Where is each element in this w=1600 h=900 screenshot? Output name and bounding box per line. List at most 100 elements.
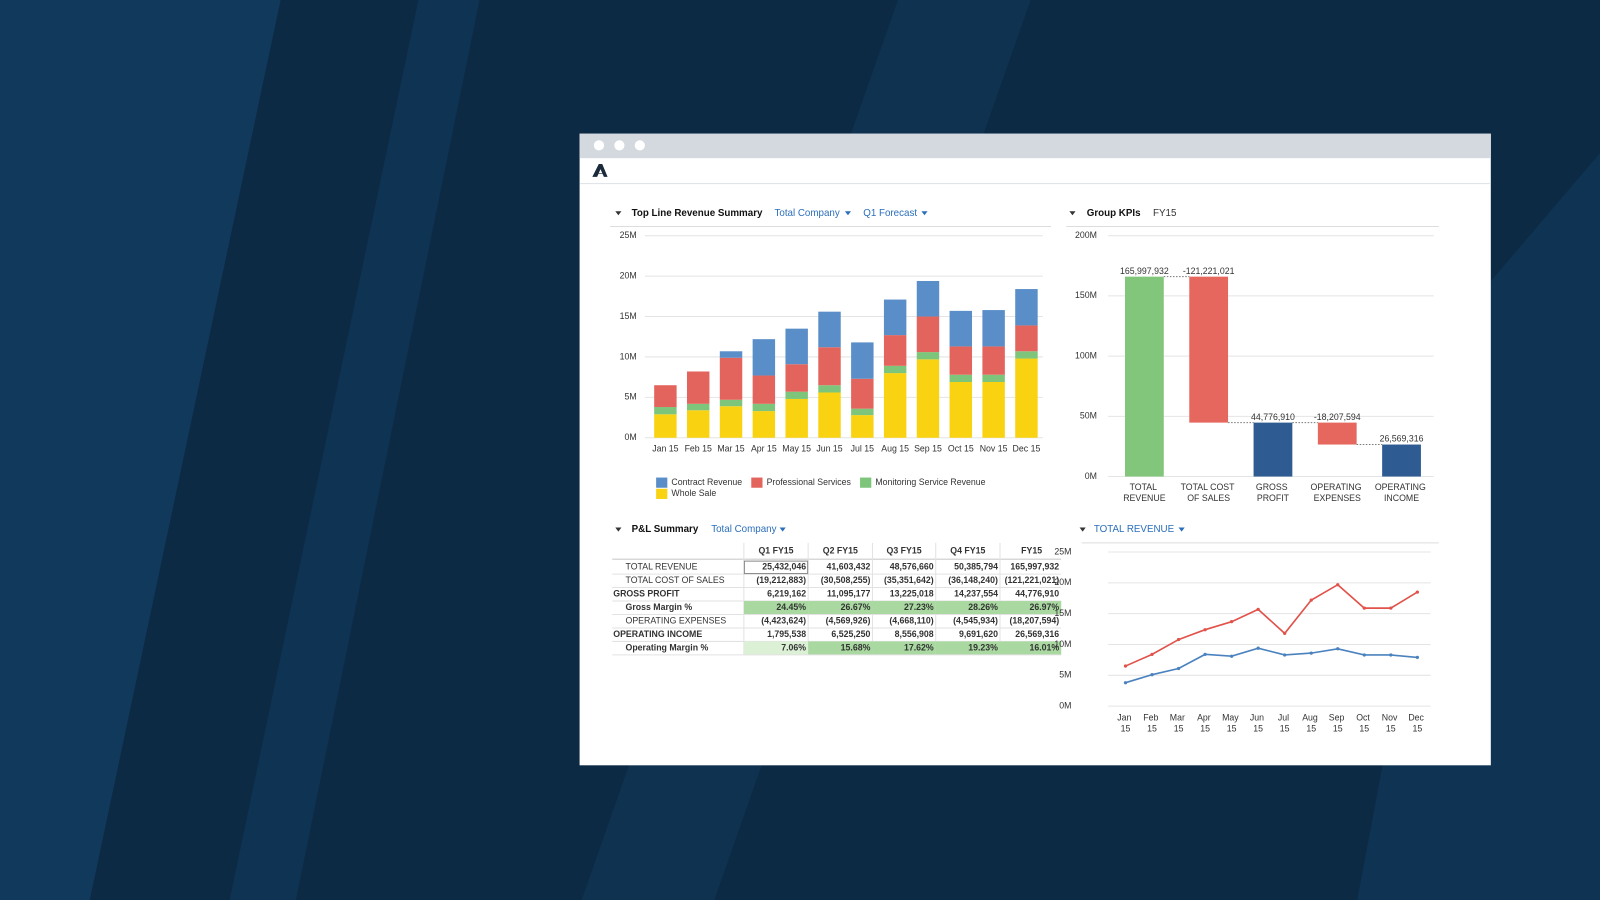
bar: [1317, 422, 1357, 445]
legend-swatch: [860, 477, 872, 488]
cell: 9,691,620: [959, 629, 998, 639]
bar-segment: [719, 399, 743, 407]
y-tick-label: 50M: [1080, 411, 1097, 421]
collapse-toggle[interactable]: [1079, 527, 1086, 532]
legend-swatch: [656, 488, 668, 499]
y-tick-label: 100M: [1075, 350, 1097, 360]
point: [1203, 628, 1207, 632]
cell: 48,576,660: [890, 562, 934, 572]
point: [1230, 620, 1234, 624]
point: [1150, 652, 1154, 656]
cell-highlight: [872, 601, 936, 615]
cell: 8,556,908: [895, 629, 934, 639]
panel-title[interactable]: TOTAL REVENUE: [1094, 524, 1175, 535]
dropdown-arrow[interactable]: [1178, 527, 1185, 532]
collapse-toggle[interactable]: [1069, 211, 1076, 216]
bar-segment: [719, 351, 743, 358]
bar-segment: [785, 364, 808, 392]
point: [1123, 664, 1128, 668]
bar-segment: [818, 385, 841, 393]
dropdown-arrow[interactable]: [844, 211, 852, 216]
dropdown-arrow[interactable]: [779, 527, 786, 532]
x-tick-label: Mar 15: [717, 443, 744, 453]
collapse-toggle[interactable]: [615, 211, 622, 216]
cell: (36,148,240): [948, 575, 998, 585]
point: [1309, 598, 1313, 602]
cell: 28.26%: [968, 602, 998, 612]
logo[interactable]: [592, 163, 608, 177]
window-button[interactable]: [614, 140, 625, 151]
cell: (4,668,110): [889, 616, 933, 626]
bar-segment: [752, 339, 776, 376]
filter[interactable]: FY15: [1153, 208, 1177, 219]
bar-segment: [851, 378, 874, 409]
cell: 26.67%: [841, 602, 871, 612]
cell-highlight: [935, 601, 1000, 615]
selected-cell[interactable]: [743, 560, 809, 575]
bar-segment: [1015, 358, 1038, 438]
x-tick-label: Dec 15: [1013, 443, 1041, 453]
cell: 11,095,177: [827, 589, 871, 599]
bar-segment: [949, 310, 973, 347]
dropdown-arrow[interactable]: [921, 211, 928, 216]
x-tick-label: OPERATING EXPENSES: [1311, 482, 1364, 503]
point: [1389, 653, 1393, 657]
point: [1362, 606, 1366, 610]
cell: 41,603,432: [827, 562, 871, 572]
bar-segment: [719, 357, 743, 400]
column-header: FY15: [1021, 545, 1042, 555]
column-header: Q4 FY15: [950, 545, 985, 555]
cell: 14,237,554: [954, 589, 998, 599]
x-tick-label: Feb 15: [685, 443, 712, 453]
legend-swatch: [751, 477, 763, 488]
window-button[interactable]: [634, 140, 645, 151]
y-tick-label: 0M: [625, 432, 637, 442]
x-tick-label: Sep 15: [914, 443, 942, 453]
cell-highlight: [1000, 601, 1062, 615]
filter[interactable]: Total Company: [711, 524, 776, 535]
x-tick-label: OPERATING INCOME: [1375, 482, 1428, 503]
cell: 165,997,932: [1010, 562, 1059, 572]
y-tick-label: 15M: [620, 311, 637, 321]
cell: (30,508,255): [821, 575, 871, 585]
bar-segment: [883, 373, 907, 438]
cell: (121,221,021): [1005, 575, 1060, 585]
y-tick-label: 25M: [620, 230, 637, 240]
x-tick-label: Jun 15: [1250, 713, 1267, 734]
cell-highlight: [808, 601, 873, 615]
x-tick-label: Jul 15: [1278, 713, 1292, 734]
cell: 26.97%: [1029, 602, 1059, 612]
x-tick-label: Nov 15: [980, 443, 1008, 453]
y-tick-label: 5M: [1059, 670, 1071, 680]
bar-segment: [686, 403, 710, 411]
legend-label: Professional Services: [767, 477, 852, 487]
cell: 6,219,162: [767, 589, 806, 599]
y-tick-label: 20M: [1054, 577, 1071, 587]
x-tick-label: Apr 15: [751, 443, 777, 453]
x-tick-label: Jan 15: [1117, 713, 1134, 734]
bar: [1189, 276, 1229, 423]
stripe: [229, 0, 480, 900]
bar-segment: [982, 310, 1005, 347]
bar-segment: [916, 316, 940, 353]
x-tick-label: Oct 15: [1356, 713, 1372, 734]
point: [1389, 606, 1393, 610]
stripe: [0, 0, 281, 900]
value-label: 165,997,932: [1120, 266, 1169, 276]
point: [1256, 646, 1260, 650]
bar-segment: [949, 374, 973, 382]
bar-segment: [982, 374, 1005, 382]
x-tick-label: May 15: [782, 443, 811, 453]
point: [1415, 655, 1419, 660]
collapse-toggle[interactable]: [615, 527, 622, 532]
column-header: Q2 FY15: [823, 545, 858, 555]
x-tick-label: Jan 15: [652, 443, 678, 453]
window: [579, 133, 1491, 766]
x-tick-label: Mar 15: [1170, 713, 1188, 734]
filter[interactable]: Total Company: [774, 208, 839, 219]
window-button[interactable]: [593, 140, 605, 151]
bar-segment: [686, 371, 710, 404]
filter[interactable]: Q1 Forecast: [863, 208, 917, 219]
